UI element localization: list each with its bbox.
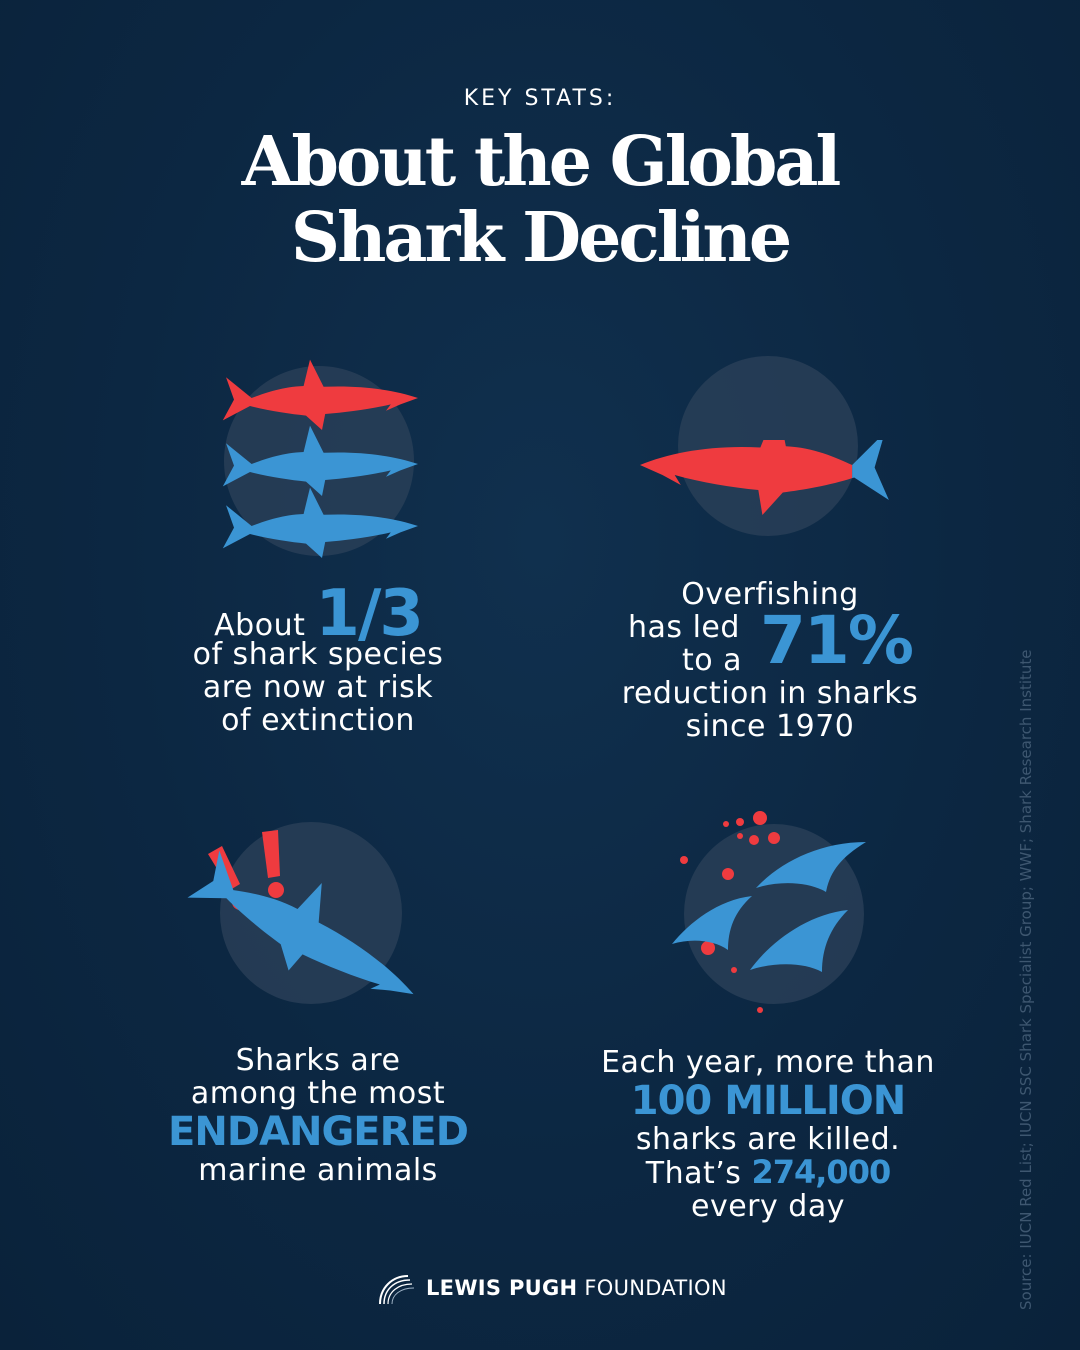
stat2-line2: has led bbox=[628, 610, 740, 645]
stat4-line3-pre: That’s bbox=[645, 1156, 742, 1191]
source-note: Source: IUCN Red List; IUCN SSC Shark Sp… bbox=[1017, 649, 1035, 1311]
foundation-logo: LEWIS PUGH FOUNDATION bbox=[376, 1270, 727, 1306]
logo-bold-text: LEWIS PUGH bbox=[426, 1276, 578, 1300]
title-line-2: Shark Decline bbox=[290, 198, 792, 278]
stat1-line2: of shark species bbox=[192, 637, 444, 672]
page-title: About the Global Shark Decline bbox=[0, 124, 1080, 276]
shark-reduction-icon bbox=[640, 440, 889, 515]
blood-drops bbox=[680, 811, 780, 1013]
stat-extinction-risk: About 1/3 of shark species are now at ri… bbox=[128, 582, 508, 738]
shark-trio-icon bbox=[222, 359, 418, 558]
stat2-highlight: 71% bbox=[760, 602, 914, 679]
stat1-line4: of extinction bbox=[221, 703, 415, 738]
stat4-line1: Each year, more than bbox=[601, 1045, 935, 1080]
stat2-line3: to a bbox=[682, 643, 743, 678]
stat1-pre: About bbox=[214, 608, 306, 643]
endangered-shark-icon bbox=[181, 828, 439, 1031]
stat4-line4: every day bbox=[691, 1189, 845, 1224]
logo-light-text: FOUNDATION bbox=[584, 1276, 727, 1300]
stat3-line1: Sharks are bbox=[235, 1043, 401, 1078]
stat2-line1: Overfishing bbox=[681, 577, 859, 612]
stat-endangered: Sharks are among the most ENDANGERED mar… bbox=[128, 1044, 508, 1187]
stat4-line2: sharks are killed. bbox=[635, 1122, 901, 1157]
stat3-line3: marine animals bbox=[198, 1153, 438, 1188]
stat2-line4: reduction in sharks bbox=[621, 676, 919, 711]
kicker: KEY STATS: bbox=[463, 86, 617, 111]
stat-annual-kills: Each year, more than 100 MILLION sharks … bbox=[568, 1046, 968, 1223]
stat1-highlight: 1/3 bbox=[315, 577, 423, 651]
stat3-highlight: ENDANGERED bbox=[168, 1109, 469, 1155]
stat-overfishing: Overfishing has led to a 71% reduction i… bbox=[580, 578, 960, 743]
stat1-line3: are now at risk bbox=[202, 670, 434, 705]
stat3-line2: among the most bbox=[190, 1076, 446, 1111]
stat2-line5: since 1970 bbox=[685, 709, 855, 744]
stat4-highlight: 100 MILLION bbox=[630, 1078, 906, 1124]
shark-fins-icon bbox=[672, 811, 866, 1013]
stat4-line3-highlight: 274,000 bbox=[751, 1153, 891, 1191]
title-line-1: About the Global bbox=[241, 122, 842, 202]
wave-logo-icon bbox=[379, 1275, 415, 1305]
